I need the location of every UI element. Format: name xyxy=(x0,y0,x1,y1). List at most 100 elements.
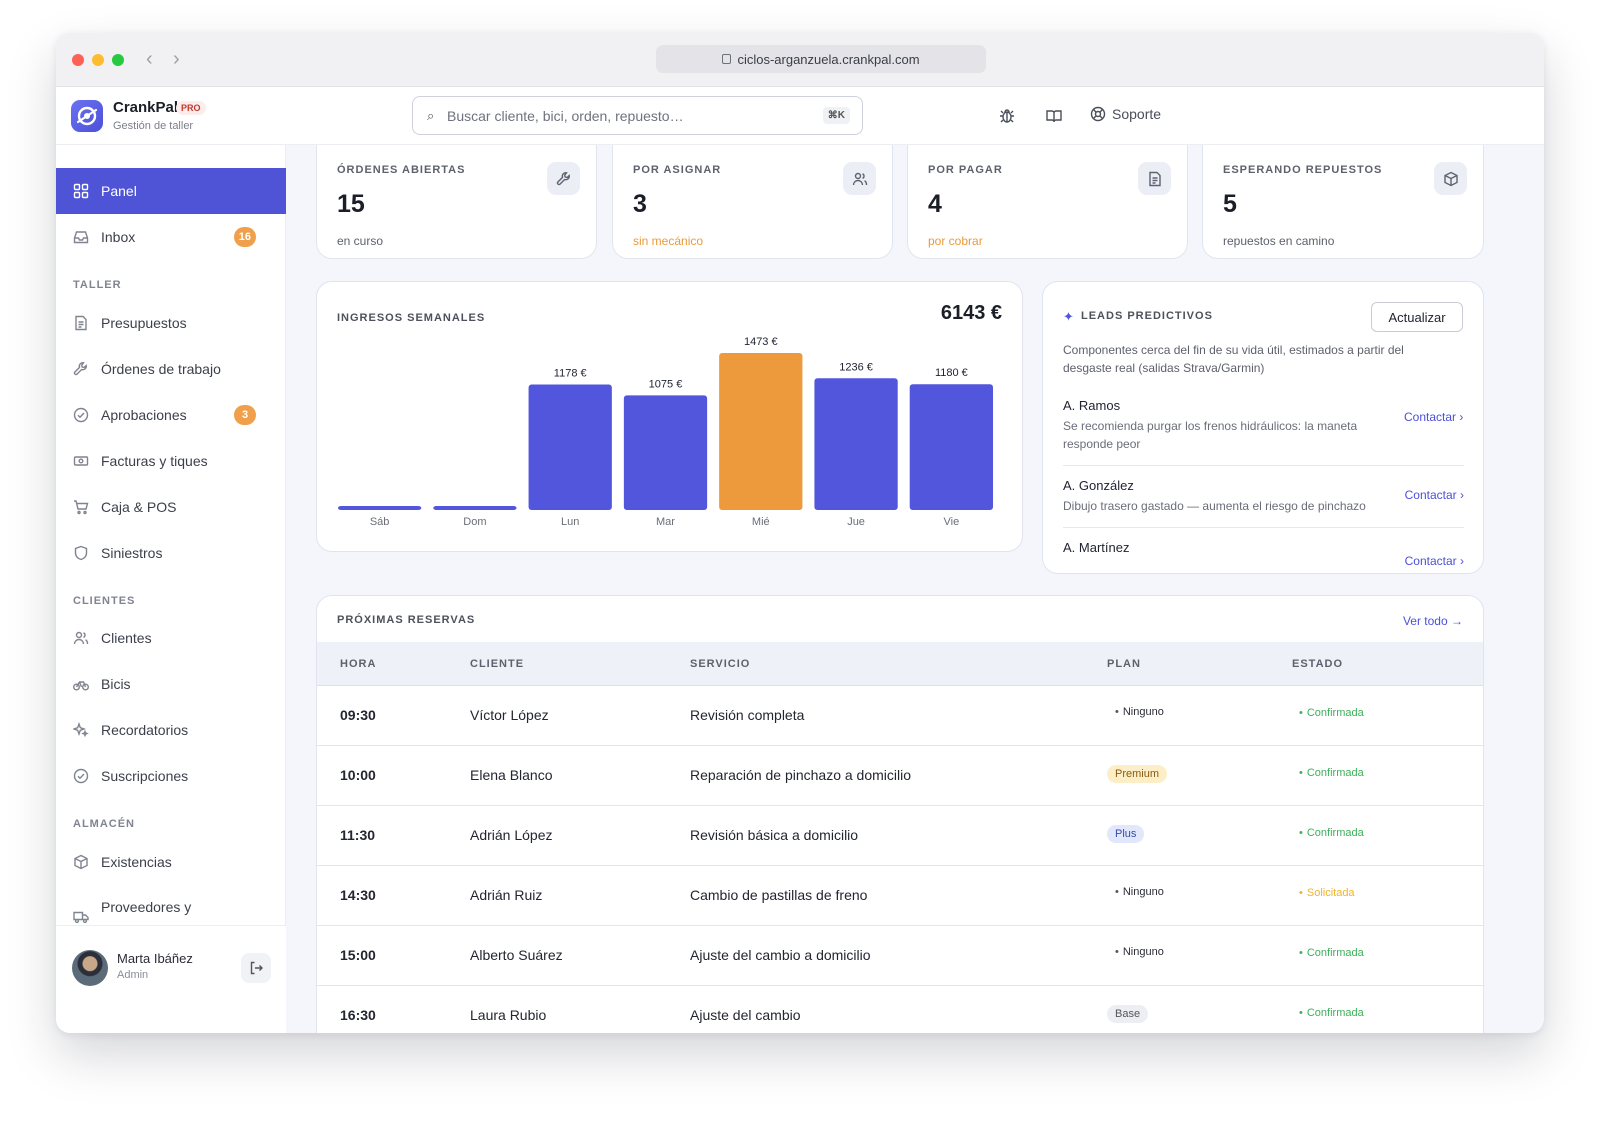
bike-icon xyxy=(73,681,89,691)
sidebar-item-presupuestos[interactable]: Presupuestos xyxy=(56,300,286,346)
refresh-button[interactable]: Actualizar xyxy=(1371,302,1463,332)
sidebar-item-label: Aprobaciones xyxy=(101,407,187,423)
booking-service: Cambio de pastillas de freno xyxy=(690,887,868,903)
lifebuoy-icon xyxy=(1090,106,1106,122)
close-window-button[interactable] xyxy=(72,54,84,66)
table-header: HORA CLIENTE SERVICIO PLAN ESTADO xyxy=(317,642,1483,686)
back-arrow-icon[interactable]: ‹ xyxy=(146,48,153,70)
search-icon: ⌕ xyxy=(427,108,435,123)
avatar[interactable] xyxy=(72,950,108,986)
sidebar-item-bicis[interactable]: Bicis xyxy=(56,661,286,707)
sidebar-item-aprobaciones[interactable]: Aprobaciones 3 xyxy=(56,392,286,438)
chart-bar-2[interactable] xyxy=(528,384,612,510)
sidebar-item-label: Existencias xyxy=(101,854,172,870)
sidebar-item-inbox[interactable]: Inbox 16 xyxy=(56,214,286,260)
plan-badge: Base xyxy=(1107,1005,1149,1023)
table-row[interactable]: 15:00 Alberto Suárez Ajuste del cambio a… xyxy=(317,926,1483,986)
search-input[interactable] xyxy=(447,106,807,126)
box-icon xyxy=(74,854,88,870)
lead-item: A. Ramos Se recomienda purgar los frenos… xyxy=(1063,398,1464,466)
upcoming-bookings-card: PRÓXIMAS RESERVAS Ver todo → HORA CLIENT… xyxy=(316,595,1484,1033)
table-row[interactable]: 14:30 Adrián Ruiz Cambio de pastillas de… xyxy=(317,866,1483,926)
contact-link[interactable]: Contactar › xyxy=(1404,488,1464,502)
booking-client: Adrián López xyxy=(470,827,553,843)
status-badge: Confirmada xyxy=(1299,1007,1364,1019)
stat-caption: por cobrar xyxy=(928,234,983,248)
booking-service: Ajuste del cambio xyxy=(690,1007,801,1023)
app-name: CrankPal xyxy=(113,99,179,116)
table-row[interactable]: 11:30 Adrián López Revisión básica a dom… xyxy=(317,806,1483,866)
stat-value: 3 xyxy=(633,190,647,218)
stat-label: ÓRDENES ABIERTAS xyxy=(337,164,466,176)
wrench-icon xyxy=(73,362,87,376)
view-all-link[interactable]: Ver todo → xyxy=(1402,614,1463,628)
sidebar-item-clientes[interactable]: Clientes xyxy=(56,615,286,661)
sidebar-item-caja[interactable]: Caja & POS xyxy=(56,484,286,530)
chart-bar-1[interactable] xyxy=(433,506,517,510)
users-icon xyxy=(843,162,876,195)
stat-caption: en curso xyxy=(337,234,384,248)
chart-bar-6[interactable] xyxy=(909,384,993,510)
app-subtitle: Gestión de taller xyxy=(113,120,194,132)
plan-badge: Premium xyxy=(1107,765,1168,783)
sidebar-item-label: Recordatorios xyxy=(101,722,189,738)
book-icon[interactable] xyxy=(1045,107,1063,125)
app-header: CrankPal PRO Gestión de taller ⌕ ⌘K Sopo… xyxy=(56,87,1544,145)
forward-arrow-icon[interactable]: › xyxy=(173,48,180,70)
chart-tick-label: Mié xyxy=(752,516,770,528)
leads-description: Componentes cerca del fin de su vida úti… xyxy=(1063,343,1404,375)
chart-bar-4[interactable] xyxy=(719,353,803,510)
sidebar-item-suscripciones[interactable]: Suscripciones xyxy=(56,753,286,799)
stat-value: 5 xyxy=(1223,190,1237,218)
column-header[interactable]: CLIENTE xyxy=(470,658,525,670)
status-badge: Confirmada xyxy=(1299,707,1364,719)
chart-bar-5[interactable] xyxy=(814,378,898,510)
chart-title: INGRESOS SEMANALES xyxy=(337,312,486,324)
table-row[interactable]: 09:30 Víctor López Revisión completa Nin… xyxy=(317,686,1483,746)
maximize-window-button[interactable] xyxy=(112,54,124,66)
chart-bar-0[interactable] xyxy=(338,506,422,510)
column-header[interactable]: PLAN xyxy=(1107,658,1141,670)
user-role: Admin xyxy=(117,969,149,981)
logout-button[interactable] xyxy=(241,953,271,983)
stat-card-awaiting-parts[interactable]: ESPERANDO REPUESTOS 5 repuestos en camin… xyxy=(1202,145,1484,259)
sidebar-item-panel[interactable]: Panel xyxy=(56,168,286,214)
chart-bar-3[interactable] xyxy=(623,395,708,510)
minimize-window-button[interactable] xyxy=(92,54,104,66)
booking-service: Revisión completa xyxy=(690,707,805,723)
sidebar-item-proveedores[interactable]: Proveedores y xyxy=(56,885,286,931)
bookings-title: PRÓXIMAS RESERVAS xyxy=(337,614,476,626)
booking-service: Reparación de pinchazo a domicilio xyxy=(690,767,912,783)
column-header[interactable]: HORA xyxy=(340,658,377,670)
crankpal-logo-icon[interactable] xyxy=(71,100,103,132)
chart-data-label: 1473 € xyxy=(744,336,778,348)
booking-time: 14:30 xyxy=(340,887,376,903)
sidebar-item-ordenes[interactable]: Órdenes de trabajo xyxy=(56,346,286,392)
bug-icon[interactable] xyxy=(998,107,1016,125)
stat-card-open-orders[interactable]: ÓRDENES ABIERTAS 15 en curso xyxy=(316,145,597,259)
column-header[interactable]: ESTADO xyxy=(1292,658,1344,670)
stat-card-unassigned[interactable]: POR ASIGNAR 3 sin mecánico xyxy=(612,145,893,259)
address-bar[interactable]: ciclos-arganzuela.crankpal.com xyxy=(656,45,986,73)
sidebar-section-title: CLIENTES xyxy=(73,595,136,607)
status-badge: Confirmada xyxy=(1299,827,1364,839)
check-circle-icon xyxy=(73,768,89,784)
contact-link[interactable]: Contactar › xyxy=(1404,554,1464,568)
contact-link[interactable]: Contactar › xyxy=(1404,410,1464,424)
plan-badge: Ninguno xyxy=(1115,946,1164,958)
stat-value: 15 xyxy=(337,190,365,218)
stat-card-unpaid[interactable]: POR PAGAR 4 por cobrar xyxy=(907,145,1188,259)
column-header[interactable]: SERVICIO xyxy=(690,658,751,670)
chart-data-label: 1178 € xyxy=(554,367,587,379)
sidebar-item-facturas[interactable]: Facturas y tiques xyxy=(56,438,286,484)
support-link[interactable]: Soporte xyxy=(1090,106,1161,122)
sidebar-item-existencias[interactable]: Existencias xyxy=(56,839,286,885)
check-circle-icon xyxy=(73,407,89,423)
sidebar-item-recordatorios[interactable]: Recordatorios xyxy=(56,707,286,753)
table-row[interactable]: 10:00 Elena Blanco Reparación de pinchaz… xyxy=(317,746,1483,806)
stat-value: 4 xyxy=(928,190,942,218)
lead-text: Dibujo trasero gastado — aumenta el ries… xyxy=(1063,499,1366,513)
sidebar-item-siniestros[interactable]: Siniestros xyxy=(56,530,286,576)
table-row[interactable]: 16:30 Laura Rubio Ajuste del cambio Base… xyxy=(317,986,1483,1033)
sidebar-item-label: Bicis xyxy=(101,676,131,692)
